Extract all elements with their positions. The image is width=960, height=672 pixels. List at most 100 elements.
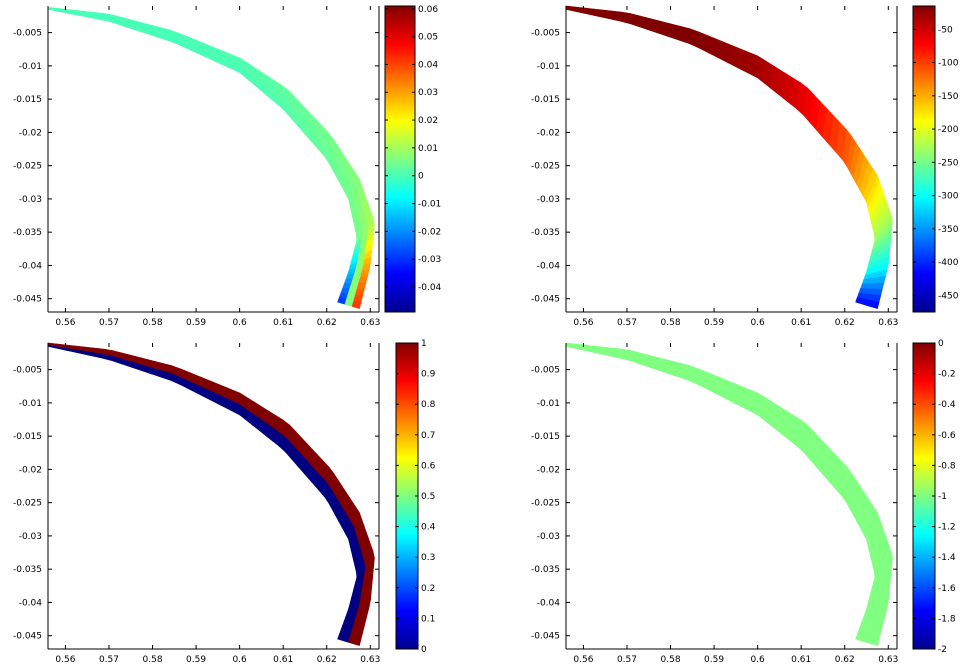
y-tick-label: -0.04 <box>537 598 561 608</box>
x-tick-label: 0.62 <box>835 655 855 665</box>
colorbar-tick-label: -0.2 <box>938 370 956 380</box>
x-tick-label: 0.57 <box>617 318 637 328</box>
panel-4: 0.56 0.57 0.58 0.59 0.6 0.61 0.62 0.63 -0.005 -0.… <box>531 339 956 665</box>
band-cell <box>874 619 885 627</box>
colorbar-tick-label: 0.6 <box>421 461 436 471</box>
colorbar-tick-label: -200 <box>938 125 959 135</box>
colorbar-tick-label: -100 <box>938 59 959 69</box>
colorbar-tick-label: 0.4 <box>421 523 436 533</box>
y-tick-label: -0.03 <box>19 532 42 542</box>
y-tick-label: -0.015 <box>531 432 560 442</box>
y-tick-label: -0.04 <box>19 261 43 271</box>
y-tick-label: -0.005 <box>531 29 560 39</box>
colorbar-tick-label: 0.3 <box>421 553 435 563</box>
colorbar-tick-label: 0 <box>421 645 427 655</box>
colorbar-tick-label: -0.02 <box>418 227 441 237</box>
y-tick-label: -0.045 <box>13 632 42 642</box>
y-tick-label: -0.025 <box>13 499 42 509</box>
x-tick-label: 0.63 <box>878 318 898 328</box>
colorbar-tick-label: 0 <box>938 339 944 349</box>
colorbar-tick-label: 1 <box>421 339 427 349</box>
y-tick-label: -0.045 <box>531 295 560 305</box>
y-tick-label: -0.01 <box>19 399 42 409</box>
y-tick-label: -0.045 <box>13 295 42 305</box>
x-tick-label: 0.56 <box>573 655 593 665</box>
y-tick-label: -0.04 <box>19 598 43 608</box>
y-tick-label: -0.02 <box>19 465 42 475</box>
x-tick-label: 0.62 <box>835 318 855 328</box>
x-tick-label: 0.6 <box>750 318 765 328</box>
colorbar-tick-label: -0.6 <box>938 431 956 441</box>
colorbar-tick-label: -0.01 <box>418 200 441 210</box>
y-tick-label: -0.025 <box>531 162 560 172</box>
colorbar-tick-label: -450 <box>938 291 959 301</box>
y-tick-label: -0.015 <box>13 432 42 442</box>
colorbar-tick-label: 0.06 <box>418 5 438 15</box>
x-tick-label: 0.61 <box>791 655 811 665</box>
x-tick-label: 0.59 <box>704 655 724 665</box>
colorbar <box>912 342 936 650</box>
x-tick-label: 0.57 <box>99 318 119 328</box>
colorbar <box>384 5 416 313</box>
x-tick-label: 0.57 <box>99 655 119 665</box>
colorbar-tick-label: 0.04 <box>418 60 438 70</box>
y-tick-label: -0.02 <box>537 465 560 475</box>
x-tick-label: 0.6 <box>232 655 247 665</box>
y-tick-label: -0.005 <box>531 366 560 376</box>
y-tick-label: -0.03 <box>537 532 560 542</box>
colorbar <box>912 5 936 313</box>
x-tick-label: 0.58 <box>143 655 163 665</box>
x-tick-label: 0.61 <box>273 318 293 328</box>
band-cell <box>351 300 362 310</box>
colorbar-tick-label: -1.8 <box>938 614 956 624</box>
band-plot <box>565 342 893 647</box>
x-tick-label: 0.63 <box>878 655 898 665</box>
x-tick-label: 0.63 <box>360 655 380 665</box>
colorbar-tick-label: -0.04 <box>418 283 442 293</box>
colorbar-tick-label: 0.02 <box>418 116 438 126</box>
colorbar-tick-label: -1.6 <box>938 584 956 594</box>
y-tick-label: -0.04 <box>537 261 561 271</box>
colorbar-tick-label: -0.03 <box>418 255 441 265</box>
y-tick-label: -0.045 <box>531 632 560 642</box>
y-tick-label: -0.005 <box>13 366 42 376</box>
colorbar-tick-label: -250 <box>938 158 959 168</box>
y-tick-label: -0.025 <box>531 499 560 509</box>
colorbar-tick-label: -0.4 <box>938 400 956 410</box>
x-tick-label: 0.6 <box>750 655 765 665</box>
band-cell <box>356 282 367 290</box>
panel-1: 0.56 0.57 0.58 0.59 0.6 0.61 0.62 0.63 -0.005 -0.… <box>13 5 442 328</box>
colorbar-tick-label: 0.9 <box>421 370 436 380</box>
colorbar-tick-label: 0.03 <box>418 88 438 98</box>
y-tick-label: -0.02 <box>19 128 42 138</box>
colorbar-tick-label: -350 <box>938 225 959 235</box>
x-tick-label: 0.59 <box>186 655 206 665</box>
band-plot <box>47 6 375 310</box>
band-cell <box>869 300 880 310</box>
colorbar-tick-label: -1 <box>938 492 947 502</box>
colorbar-tick-label: 0 <box>418 172 424 182</box>
x-tick-label: 0.62 <box>317 318 337 328</box>
panel-3: 0.56 0.57 0.58 0.59 0.6 0.61 0.62 0.63-0.005-0.… <box>13 339 436 665</box>
colorbar-tick-label: -400 <box>938 258 959 268</box>
y-tick-label: -0.035 <box>531 565 560 575</box>
colorbar-tick-label: 0.05 <box>418 33 438 43</box>
band-cell <box>348 636 362 647</box>
y-tick-label: -0.025 <box>13 162 42 172</box>
x-tick-label: 0.6 <box>232 318 247 328</box>
colorbar-tick-label: -1.2 <box>938 523 956 533</box>
y-tick-label: -0.03 <box>537 195 560 205</box>
x-tick-label: 0.59 <box>186 318 206 328</box>
x-tick-label: 0.56 <box>573 318 593 328</box>
x-tick-label: 0.56 <box>55 318 75 328</box>
colorbar-tick-label: 0.5 <box>421 492 435 502</box>
band-cell <box>342 620 356 627</box>
colorbar-tick-label: -150 <box>938 92 959 102</box>
y-tick-label: -0.035 <box>531 228 560 238</box>
x-tick-label: 0.63 <box>360 318 380 328</box>
panel-2: 0.56 0.57 0.58 0.59 0.6 0.61 0.62 0.63 -0.005 -0.… <box>531 5 959 328</box>
y-tick-label: -0.02 <box>537 128 560 138</box>
y-tick-label: -0.01 <box>19 62 42 72</box>
band-cell <box>874 282 885 290</box>
